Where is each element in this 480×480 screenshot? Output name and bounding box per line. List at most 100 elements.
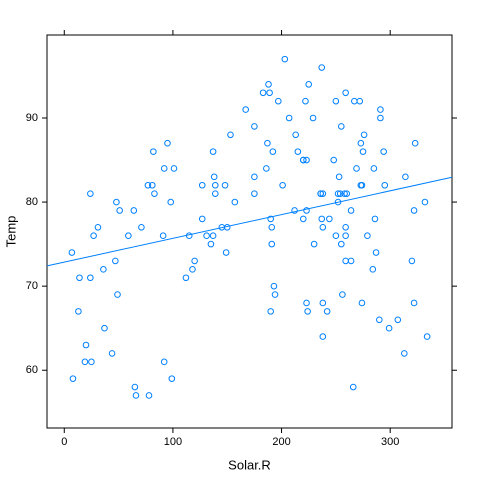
point bbox=[112, 257, 119, 265]
point bbox=[299, 156, 307, 164]
point bbox=[410, 299, 418, 307]
point bbox=[351, 97, 358, 105]
point bbox=[377, 106, 384, 113]
point bbox=[319, 299, 327, 307]
point bbox=[191, 257, 198, 265]
point bbox=[68, 249, 76, 256]
point bbox=[209, 148, 217, 155]
y-axis-title: Temp bbox=[3, 216, 18, 248]
point bbox=[251, 173, 258, 181]
point bbox=[291, 207, 298, 214]
point bbox=[160, 358, 168, 366]
point bbox=[356, 97, 364, 105]
point bbox=[266, 89, 273, 97]
x-tick-label: 0 bbox=[61, 436, 67, 448]
point bbox=[317, 190, 324, 197]
point bbox=[131, 383, 139, 391]
x-axis-title: Solar.R bbox=[228, 457, 271, 472]
point bbox=[332, 232, 340, 240]
y-tick-label: 80 bbox=[26, 196, 38, 208]
point bbox=[81, 358, 89, 366]
point bbox=[270, 282, 278, 290]
panel-border bbox=[46, 34, 453, 429]
point bbox=[231, 198, 239, 206]
point bbox=[221, 181, 229, 189]
point bbox=[318, 215, 326, 223]
y-tick-label: 60 bbox=[26, 364, 38, 376]
point bbox=[370, 165, 378, 172]
point bbox=[210, 173, 218, 181]
point bbox=[339, 291, 346, 298]
point bbox=[294, 148, 302, 155]
point bbox=[410, 207, 418, 214]
point bbox=[303, 299, 310, 307]
point bbox=[148, 181, 156, 189]
point bbox=[385, 324, 393, 332]
point bbox=[335, 173, 343, 181]
point bbox=[372, 249, 380, 256]
point bbox=[330, 156, 337, 164]
point bbox=[207, 240, 215, 248]
point bbox=[271, 291, 279, 298]
point bbox=[319, 190, 327, 197]
point bbox=[75, 308, 82, 315]
point bbox=[113, 198, 120, 206]
point bbox=[151, 190, 158, 197]
point bbox=[364, 232, 371, 240]
x-tick-label: 200 bbox=[272, 436, 290, 448]
point bbox=[279, 181, 286, 189]
point bbox=[337, 123, 345, 130]
point bbox=[303, 156, 310, 164]
point bbox=[211, 190, 219, 197]
point bbox=[376, 316, 383, 324]
point bbox=[267, 308, 274, 315]
point bbox=[334, 190, 342, 197]
point bbox=[342, 232, 349, 240]
point bbox=[132, 392, 140, 399]
point bbox=[116, 207, 123, 214]
point bbox=[150, 148, 157, 155]
point bbox=[82, 341, 90, 349]
y-tick-label: 90 bbox=[26, 112, 38, 124]
point bbox=[281, 55, 289, 63]
point bbox=[369, 266, 377, 273]
point bbox=[87, 190, 94, 197]
point bbox=[198, 181, 206, 189]
point bbox=[76, 274, 83, 282]
point bbox=[357, 181, 365, 189]
point bbox=[292, 131, 299, 139]
point bbox=[182, 274, 190, 282]
point bbox=[357, 139, 365, 147]
point bbox=[160, 165, 168, 172]
point bbox=[353, 165, 360, 172]
point bbox=[342, 257, 349, 265]
trend-line bbox=[46, 176, 453, 267]
point bbox=[401, 350, 408, 357]
point bbox=[167, 198, 175, 206]
point bbox=[259, 89, 267, 97]
point bbox=[318, 64, 326, 71]
point bbox=[285, 114, 293, 122]
point bbox=[164, 139, 171, 147]
point bbox=[267, 215, 274, 223]
point bbox=[342, 89, 349, 97]
point bbox=[159, 232, 167, 240]
point bbox=[211, 181, 219, 189]
point bbox=[342, 223, 349, 231]
point bbox=[264, 139, 271, 147]
point bbox=[319, 223, 327, 231]
point bbox=[319, 333, 327, 340]
point bbox=[358, 299, 366, 307]
point bbox=[377, 114, 384, 122]
point bbox=[336, 190, 344, 197]
point bbox=[268, 240, 276, 248]
point bbox=[423, 333, 431, 340]
point bbox=[359, 148, 367, 155]
point bbox=[299, 215, 307, 223]
point bbox=[170, 165, 178, 172]
point bbox=[421, 198, 429, 206]
point bbox=[145, 392, 153, 399]
point bbox=[100, 266, 107, 273]
point bbox=[125, 232, 132, 240]
